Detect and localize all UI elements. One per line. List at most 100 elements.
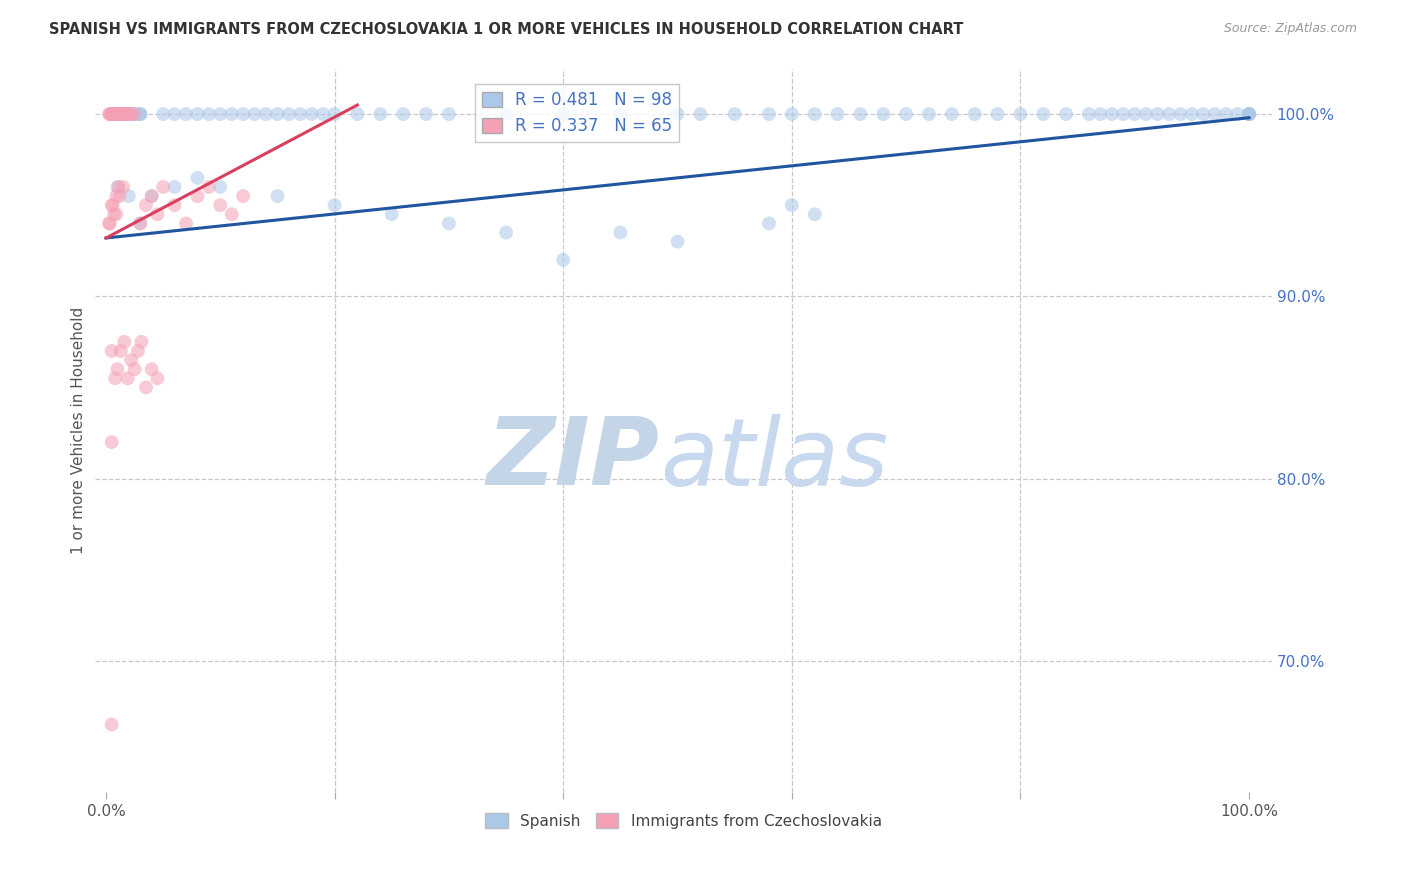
Point xyxy=(1192,107,1215,121)
Text: SPANISH VS IMMIGRANTS FROM CZECHOSLOVAKIA 1 OR MORE VEHICLES IN HOUSEHOLD CORREL: SPANISH VS IMMIGRANTS FROM CZECHOSLOVAKI… xyxy=(49,22,963,37)
Point xyxy=(1170,107,1192,121)
Point xyxy=(129,216,152,230)
Point xyxy=(152,180,174,194)
Point xyxy=(112,180,135,194)
Point xyxy=(1090,107,1112,121)
Point xyxy=(1237,107,1260,121)
Point xyxy=(120,107,142,121)
Point xyxy=(232,107,254,121)
Point xyxy=(872,107,894,121)
Point xyxy=(104,371,127,385)
Point xyxy=(135,380,157,394)
Point xyxy=(98,107,121,121)
Point xyxy=(124,107,146,121)
Point xyxy=(115,107,138,121)
Point xyxy=(894,107,917,121)
Point xyxy=(100,107,122,121)
Point xyxy=(100,435,122,450)
Point xyxy=(124,362,146,376)
Legend: Spanish, Immigrants from Czechoslovakia: Spanish, Immigrants from Czechoslovakia xyxy=(478,807,887,835)
Point xyxy=(609,107,631,121)
Point xyxy=(112,107,135,121)
Point xyxy=(104,107,127,121)
Point xyxy=(103,207,125,221)
Point xyxy=(346,107,368,121)
Point xyxy=(243,107,266,121)
Point xyxy=(266,189,288,203)
Point xyxy=(803,207,825,221)
Point xyxy=(301,107,323,121)
Point xyxy=(107,107,129,121)
Point xyxy=(609,226,631,240)
Point xyxy=(107,107,129,121)
Point xyxy=(1135,107,1157,121)
Point xyxy=(163,198,186,212)
Point xyxy=(105,107,128,121)
Point xyxy=(117,371,139,385)
Point xyxy=(107,107,129,121)
Point xyxy=(112,107,135,121)
Point xyxy=(110,107,132,121)
Point xyxy=(100,343,122,358)
Point xyxy=(100,107,122,121)
Point xyxy=(146,207,169,221)
Point xyxy=(152,107,174,121)
Point xyxy=(1237,107,1260,121)
Point xyxy=(186,170,208,185)
Text: atlas: atlas xyxy=(659,414,889,505)
Point xyxy=(987,107,1010,121)
Point xyxy=(118,107,141,121)
Point xyxy=(415,107,437,121)
Point xyxy=(110,343,132,358)
Point xyxy=(112,107,135,121)
Point xyxy=(104,107,127,121)
Point xyxy=(666,235,689,249)
Point xyxy=(186,107,208,121)
Point xyxy=(124,107,146,121)
Point xyxy=(107,107,129,121)
Point xyxy=(1010,107,1032,121)
Point xyxy=(131,334,153,349)
Point xyxy=(780,198,803,212)
Point xyxy=(163,180,186,194)
Point xyxy=(129,216,152,230)
Point xyxy=(101,198,124,212)
Point xyxy=(266,107,288,121)
Point xyxy=(803,107,825,121)
Point xyxy=(98,216,121,230)
Point xyxy=(107,362,129,376)
Point xyxy=(129,107,152,121)
Point xyxy=(174,216,197,230)
Point xyxy=(141,189,163,203)
Point xyxy=(100,107,122,121)
Point xyxy=(107,180,129,194)
Point xyxy=(104,107,127,121)
Point xyxy=(163,107,186,121)
Point xyxy=(112,107,135,121)
Point xyxy=(1237,107,1260,121)
Point xyxy=(100,107,122,121)
Point xyxy=(780,107,803,121)
Point xyxy=(100,107,122,121)
Point xyxy=(370,107,392,121)
Point xyxy=(141,189,163,203)
Point xyxy=(221,207,243,221)
Point xyxy=(209,198,232,212)
Point xyxy=(118,107,141,121)
Point xyxy=(98,107,121,121)
Point xyxy=(437,107,460,121)
Point xyxy=(1101,107,1123,121)
Point xyxy=(127,343,149,358)
Point xyxy=(112,334,135,349)
Point xyxy=(174,107,197,121)
Point xyxy=(129,107,152,121)
Point xyxy=(827,107,849,121)
Point xyxy=(666,107,689,121)
Point xyxy=(141,362,163,376)
Point xyxy=(129,107,152,121)
Point xyxy=(221,107,243,121)
Point xyxy=(100,717,122,731)
Point xyxy=(1078,107,1101,121)
Point xyxy=(108,107,131,121)
Point xyxy=(146,371,169,385)
